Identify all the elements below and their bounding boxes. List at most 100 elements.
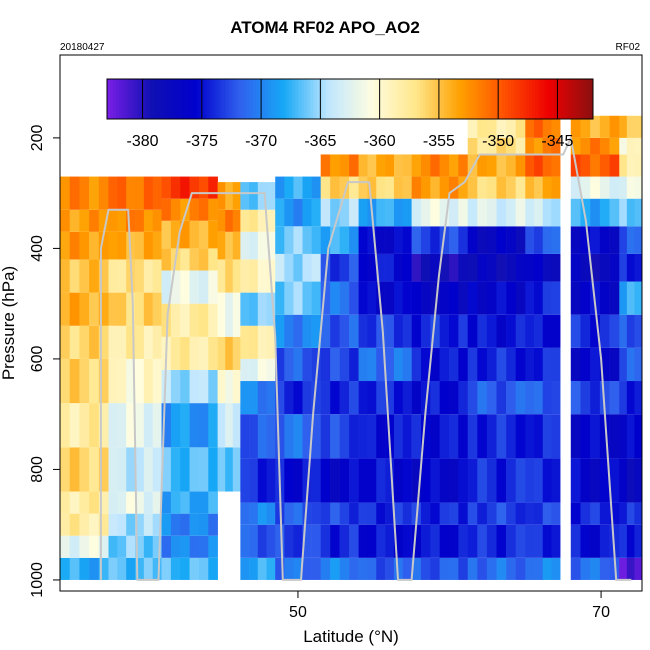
colorbar-segment bbox=[368, 79, 372, 119]
heatmap-cell bbox=[98, 259, 109, 293]
heatmap-cell bbox=[180, 248, 190, 271]
colorbar-segment bbox=[350, 79, 354, 119]
heatmap-cell bbox=[170, 403, 181, 448]
heatmap-cell bbox=[534, 253, 544, 282]
heatmap-cell bbox=[609, 524, 620, 558]
heatmap-cell bbox=[349, 381, 359, 415]
heatmap-cell bbox=[599, 198, 610, 227]
heatmap-cell bbox=[143, 176, 153, 210]
heatmap-cell bbox=[467, 557, 478, 580]
heatmap-cell bbox=[284, 502, 294, 525]
heatmap-cell bbox=[152, 209, 162, 232]
heatmap-cell bbox=[542, 414, 552, 459]
colorbar-segment bbox=[252, 79, 257, 119]
heatmap-cell bbox=[240, 259, 250, 293]
colorbar-segment bbox=[462, 79, 466, 119]
heatmap-cell bbox=[152, 535, 162, 558]
heatmap-cell bbox=[580, 115, 591, 138]
heatmap-cell bbox=[79, 358, 90, 404]
heatmap-cell bbox=[570, 502, 581, 525]
heatmap-cell bbox=[449, 502, 459, 525]
heatmap-cell bbox=[467, 524, 478, 558]
heatmap-cell bbox=[240, 292, 250, 326]
colorbar-tick-label: -380 bbox=[127, 133, 159, 150]
heatmap-cell bbox=[69, 231, 80, 260]
heatmap-cell bbox=[634, 458, 643, 503]
heatmap-cell bbox=[534, 381, 544, 415]
colorbar-segment bbox=[432, 79, 436, 119]
heatmap-cell bbox=[339, 154, 350, 177]
heatmap-cell bbox=[430, 253, 440, 282]
heatmap-cell bbox=[293, 253, 303, 282]
heatmap-cell bbox=[449, 154, 459, 177]
heatmap-cell bbox=[143, 491, 153, 514]
heatmap-cell bbox=[376, 381, 386, 415]
heatmap-cell bbox=[626, 381, 635, 415]
heatmap-cell bbox=[619, 347, 628, 382]
heatmap-cell bbox=[570, 115, 581, 138]
colorbar-segment bbox=[277, 79, 281, 119]
colorbar-segment bbox=[577, 79, 582, 119]
heatmap-cell bbox=[467, 381, 478, 415]
heatmap-cell bbox=[449, 253, 459, 282]
heatmap-cell bbox=[117, 535, 127, 558]
colorbar-segment bbox=[571, 79, 576, 119]
colorbar-segment bbox=[249, 79, 254, 119]
heatmap-cell bbox=[257, 292, 267, 326]
heatmap-cell bbox=[89, 292, 100, 326]
heatmap-cell bbox=[320, 502, 331, 525]
heatmap-cell bbox=[486, 253, 497, 282]
heatmap-cell bbox=[609, 458, 620, 503]
heatmap-cell bbox=[506, 176, 516, 199]
heatmap-cell bbox=[477, 524, 488, 558]
colorbar-segment bbox=[325, 79, 330, 119]
heatmap-cell bbox=[376, 226, 386, 254]
colorbar-segment bbox=[125, 79, 129, 119]
heatmap-cell bbox=[580, 414, 591, 459]
heatmap-cell bbox=[393, 524, 404, 558]
heatmap-cell bbox=[232, 259, 241, 293]
heatmap-cell bbox=[217, 369, 226, 404]
heatmap-cell bbox=[477, 176, 488, 199]
heatmap-cell bbox=[402, 502, 412, 525]
heatmap-cell bbox=[570, 557, 581, 580]
heatmap-cell bbox=[449, 176, 459, 199]
heatmap-cell bbox=[376, 557, 386, 580]
heatmap-cell bbox=[208, 303, 218, 337]
heatmap-cell bbox=[626, 176, 635, 199]
heatmap-cell bbox=[257, 259, 267, 293]
heatmap-cell bbox=[69, 447, 80, 492]
heatmap-cell bbox=[411, 347, 422, 382]
heatmap-cell bbox=[430, 524, 440, 558]
heatmap-cell bbox=[525, 557, 535, 580]
colorbar-segment bbox=[353, 79, 357, 119]
heatmap-cell bbox=[89, 209, 100, 232]
heatmap-cell bbox=[198, 369, 209, 404]
heatmap-cell bbox=[293, 502, 303, 525]
heatmap-cell bbox=[152, 491, 162, 514]
heatmap-cell bbox=[79, 176, 90, 210]
heatmap-cell bbox=[98, 209, 109, 232]
heatmap-cell bbox=[170, 535, 181, 558]
heatmap-cell bbox=[430, 381, 440, 415]
heatmap-cell bbox=[217, 209, 226, 232]
heatmap-cell bbox=[198, 513, 209, 536]
heatmap-cell bbox=[619, 115, 628, 138]
heatmap-cell bbox=[108, 292, 118, 326]
heatmap-cell bbox=[249, 414, 259, 459]
heatmap-cell bbox=[599, 115, 610, 138]
heatmap-cell bbox=[217, 447, 226, 492]
heatmap-cell bbox=[189, 403, 200, 448]
y-tick-label: 800 bbox=[29, 456, 46, 483]
heatmap-cell bbox=[626, 414, 635, 459]
heatmap-cell bbox=[385, 502, 395, 525]
heatmap-cell bbox=[496, 253, 507, 282]
heatmap-cell bbox=[358, 281, 368, 315]
heatmap-cell bbox=[126, 491, 136, 514]
heatmap-cell bbox=[117, 557, 127, 580]
colorbar-segment bbox=[158, 79, 163, 119]
heatmap-cell bbox=[198, 557, 209, 580]
heatmap-cell bbox=[580, 198, 591, 227]
heatmap-cell bbox=[542, 524, 552, 558]
colorbar-segment bbox=[483, 79, 488, 119]
